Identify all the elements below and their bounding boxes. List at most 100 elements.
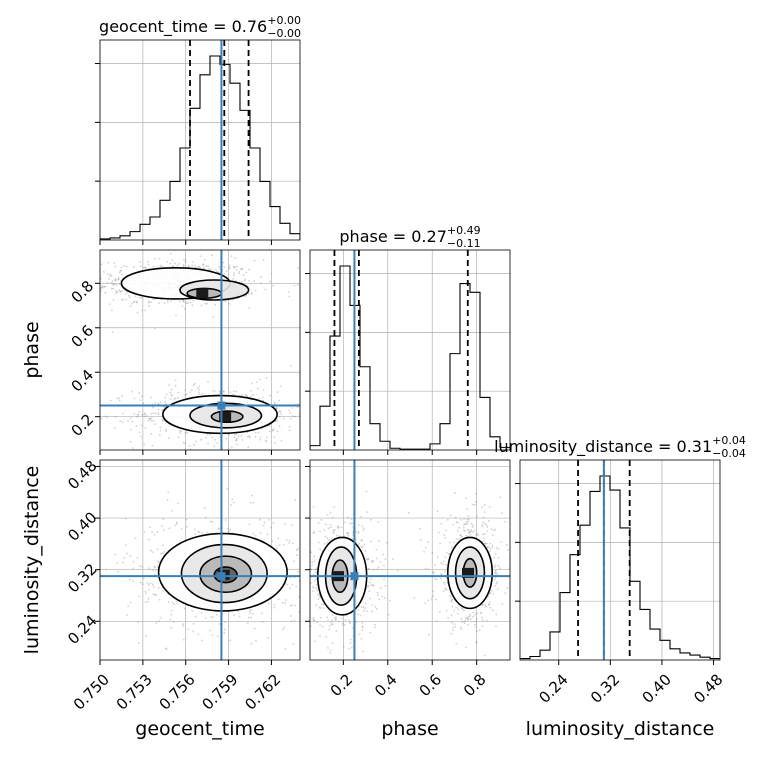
scatter-point	[314, 568, 317, 571]
scatter-point	[152, 593, 155, 596]
scatter-point	[121, 290, 123, 292]
scatter-point	[291, 604, 294, 607]
scatter-point	[138, 595, 140, 598]
scatter-point	[313, 620, 316, 622]
scatter-point	[315, 584, 318, 586]
scatter-point	[316, 621, 319, 624]
scatter-point	[207, 380, 209, 383]
title-main: phase = 0.27	[339, 227, 446, 246]
scatter-point	[152, 412, 155, 415]
scatter-point	[235, 437, 238, 440]
scatter-point	[222, 261, 225, 264]
scatter-point	[424, 567, 427, 570]
scatter-point	[367, 585, 370, 588]
scatter-point	[255, 640, 257, 642]
scatter-point	[323, 529, 326, 532]
scatter-point	[497, 663, 499, 665]
scatter-point	[494, 564, 497, 567]
scatter-point	[452, 523, 455, 526]
scatter-point	[317, 598, 320, 601]
scatter-point	[467, 616, 470, 619]
scatter-point	[494, 572, 497, 575]
scatter-point	[126, 614, 129, 616]
scatter-point	[280, 413, 283, 416]
scatter-point	[370, 560, 373, 562]
scatter-point	[182, 300, 184, 303]
scatter-point	[81, 443, 83, 445]
scatter-point	[468, 518, 470, 521]
scatter-point	[318, 606, 321, 609]
scatter-point	[122, 561, 125, 564]
scatter-point	[349, 522, 352, 525]
xtick-label-luminosity_distance: 0.32	[587, 670, 623, 706]
scatter-point	[100, 263, 103, 266]
scatter-point	[182, 265, 185, 268]
scatter-point	[161, 525, 163, 528]
scatter-point	[259, 438, 261, 441]
scatter-point	[116, 562, 119, 564]
scatter-point	[489, 606, 492, 609]
scatter-point	[153, 566, 156, 569]
scatter-point	[125, 552, 128, 555]
scatter-point	[120, 266, 123, 269]
scatter-point	[114, 427, 116, 430]
scatter-point	[139, 261, 142, 264]
title-text-luminosity_distance: luminosity_distance = 0.31+0.04	[494, 434, 746, 457]
scatter-point	[104, 285, 107, 288]
scatter-point	[331, 516, 334, 519]
scatter-point	[143, 531, 146, 533]
scatter-point	[432, 595, 435, 598]
scatter-point	[200, 304, 203, 307]
scatter-point	[268, 424, 270, 427]
scatter-point	[365, 490, 368, 493]
scatter-point	[132, 560, 135, 563]
scatter-point	[184, 389, 187, 391]
scatter-point	[439, 573, 442, 576]
scatter-point	[376, 592, 379, 594]
scatter-point	[170, 609, 173, 612]
scatter-point	[490, 528, 493, 531]
scatter-point	[156, 566, 159, 568]
scatter-point	[214, 303, 217, 306]
scatter-point	[266, 533, 269, 536]
scatter-point	[327, 619, 329, 622]
scatter-point	[280, 440, 283, 442]
scatter-point	[194, 533, 197, 536]
scatter-point	[171, 265, 174, 267]
scatter-point	[249, 609, 252, 612]
scatter-point	[371, 610, 374, 613]
scatter-point	[197, 530, 200, 533]
scatter-point	[286, 583, 289, 586]
scatter-point	[147, 597, 150, 600]
panel-content-luminosity_distance-phase	[310, 460, 510, 665]
scatter-point	[459, 534, 462, 537]
scatter-point	[156, 560, 159, 563]
scatter-point	[169, 262, 172, 265]
scatter-point	[465, 520, 468, 523]
scatter-point	[268, 430, 271, 433]
scatter-point	[319, 548, 321, 551]
scatter-point	[148, 300, 150, 303]
scatter-point	[295, 549, 298, 552]
scatter-point	[169, 618, 172, 621]
title-geocent_time: geocent_time = 0.76+0.00−0.00	[99, 14, 301, 40]
scatter-point	[127, 419, 129, 422]
scatter-point	[143, 415, 146, 418]
title-sub-geocent_time: −0.00	[267, 27, 301, 40]
scatter-point	[167, 491, 170, 494]
scatter-point	[291, 415, 294, 418]
scatter-point	[489, 592, 492, 594]
scatter-point	[487, 519, 490, 522]
scatter-point	[163, 550, 166, 553]
scatter-point	[466, 522, 469, 525]
scatter-point	[484, 605, 487, 608]
scatter-point	[326, 537, 329, 540]
scatter-point	[368, 597, 371, 600]
scatter-point	[349, 638, 352, 641]
scatter-point	[451, 546, 453, 549]
scatter-point	[478, 629, 481, 632]
scatter-point	[424, 546, 427, 549]
scatter-point	[307, 588, 309, 590]
scatter-point	[214, 268, 217, 271]
